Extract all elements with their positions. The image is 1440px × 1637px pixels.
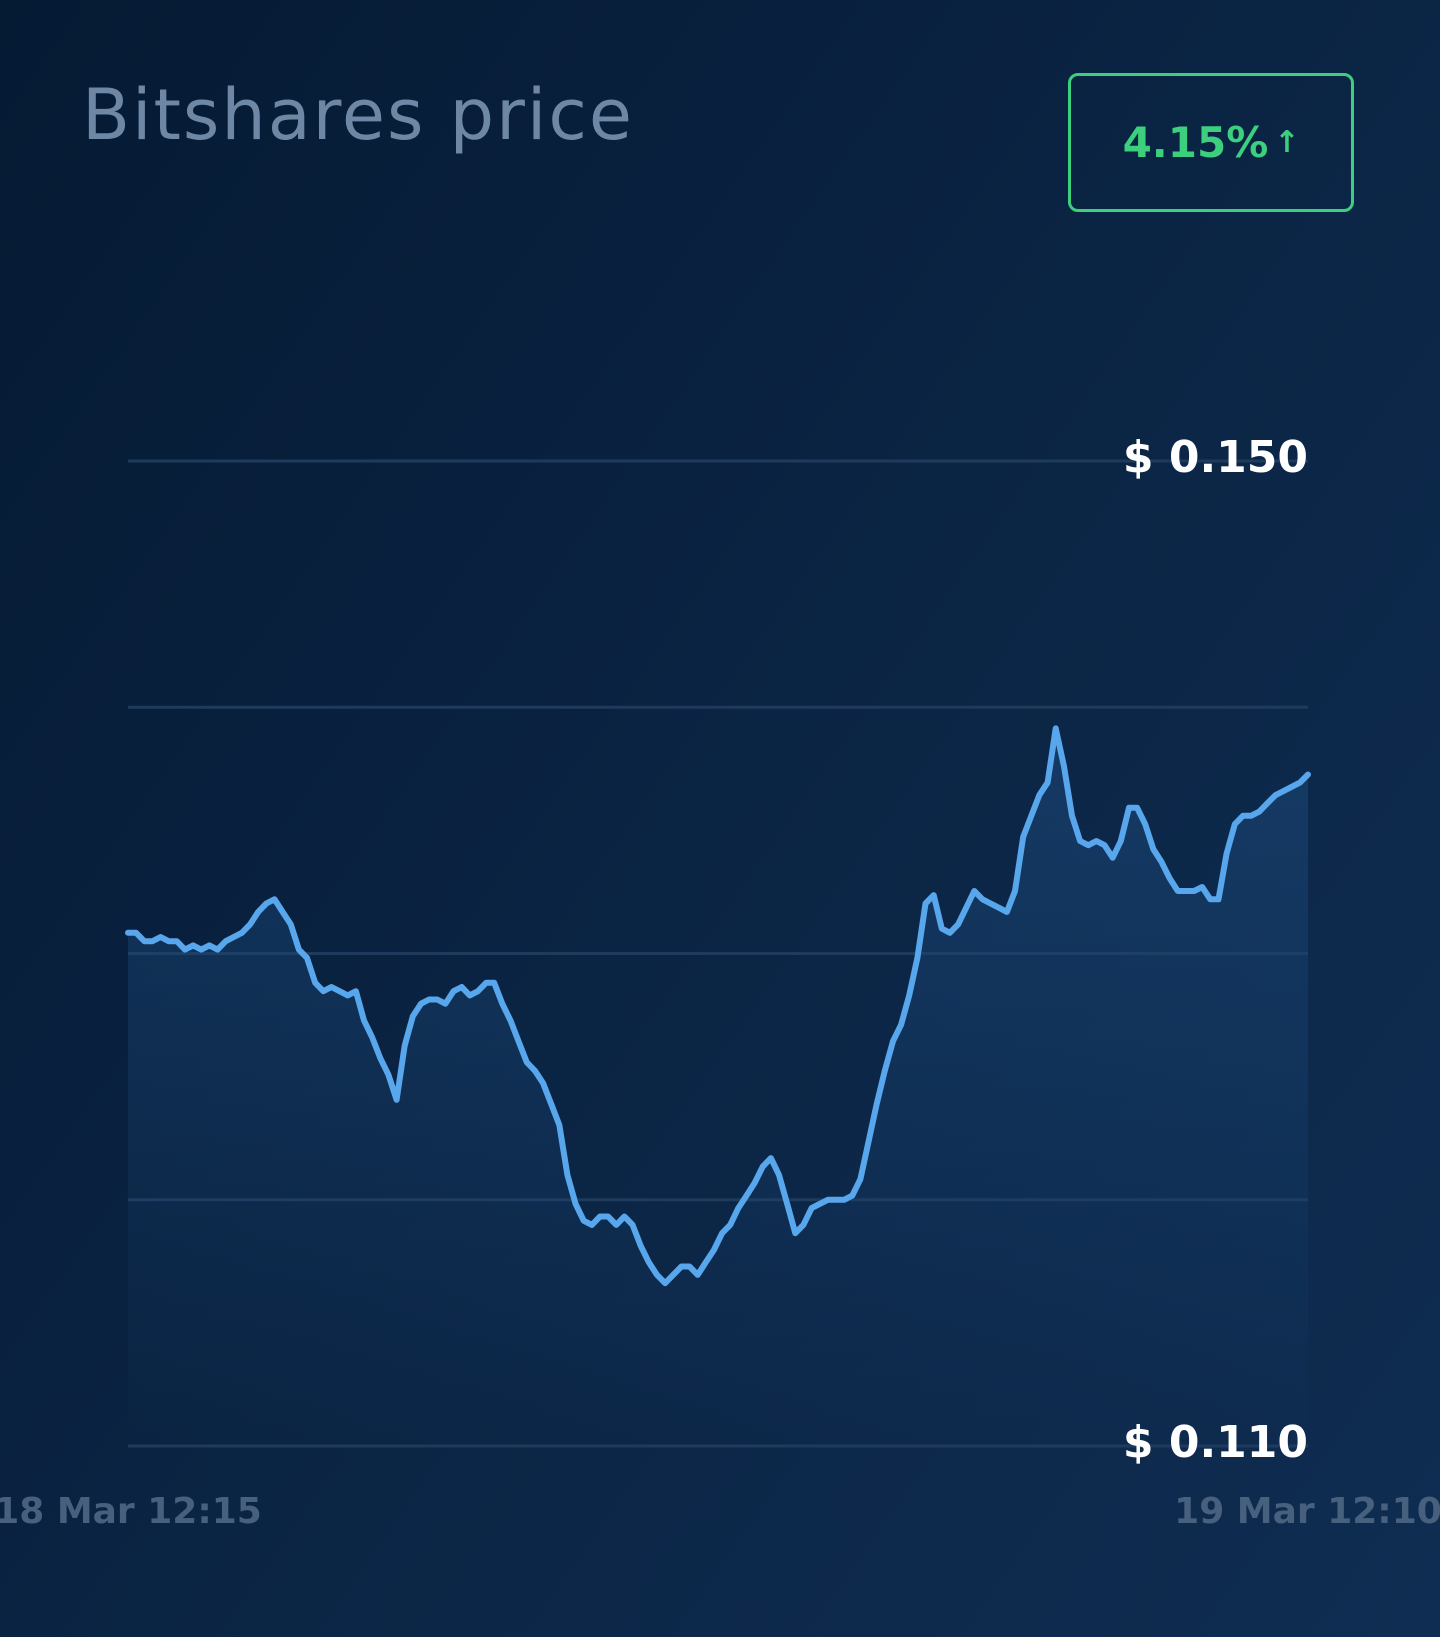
page-title: Bitshares price [82,74,634,156]
x-tick-label-end: 19 Mar 12:10 [1174,1491,1440,1532]
y-tick-label-min: $ 0.110 [1123,1417,1308,1468]
price-change-value: 4.15% [1122,118,1269,167]
y-tick-label-max: $ 0.150 [1123,432,1308,483]
price-change-badge: 4.15% ↑ [1068,73,1354,212]
arrow-up-icon: ↑ [1274,125,1300,160]
price-area [128,728,1308,1446]
price-line [125,725,1311,1287]
x-tick-label-start: 18 Mar 12:15 [0,1491,262,1532]
